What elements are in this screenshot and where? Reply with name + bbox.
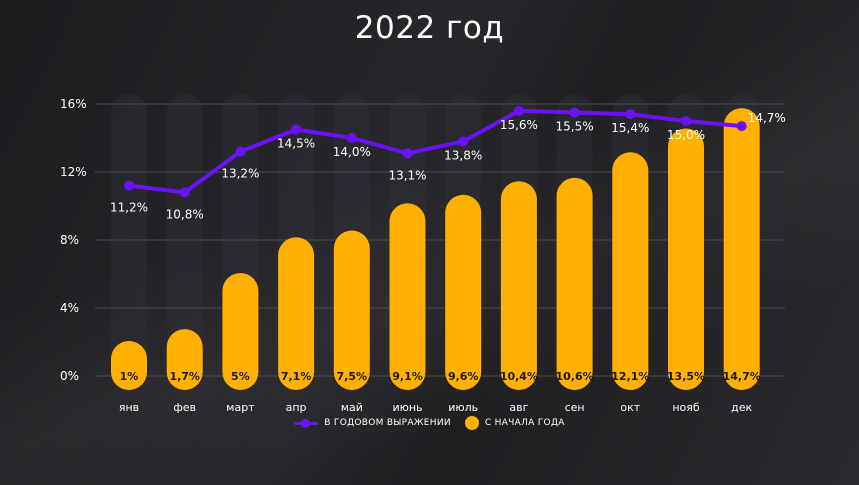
line-point-label: 15,4%	[611, 121, 649, 135]
x-tick-label: июль	[448, 401, 478, 414]
x-tick-label: март	[226, 401, 255, 414]
bar	[445, 194, 482, 390]
line-point-label: 15,6%	[500, 118, 538, 132]
y-tick-label: 0%	[60, 369, 79, 383]
bar-label: 1%	[120, 370, 139, 383]
bar-label: 9,1%	[392, 370, 423, 383]
line-point	[681, 116, 691, 126]
bar	[166, 329, 203, 390]
bar-label: 13,5%	[667, 370, 705, 383]
legend-label-ytd: С НАЧАЛА ГОДА	[484, 418, 565, 428]
bar-label: 7,5%	[337, 370, 368, 383]
line-point	[569, 107, 580, 118]
y-tick-label: 12%	[60, 165, 87, 179]
line-point	[235, 146, 246, 157]
column-track	[166, 94, 203, 388]
line-point	[346, 133, 357, 143]
line-point	[291, 124, 302, 135]
x-tick-label: апр	[286, 401, 307, 414]
chart-title: 2022 год	[354, 10, 505, 46]
line-point-label: 13,1%	[388, 168, 426, 182]
bar	[668, 128, 704, 390]
line-point	[402, 148, 413, 159]
legend-dot-marker	[464, 416, 479, 430]
y-tick-label: 16%	[60, 97, 87, 111]
x-tick-label: янв	[119, 401, 139, 414]
bar	[222, 273, 259, 390]
line-series-annual	[127, 108, 744, 195]
line-point-label: 15,5%	[556, 120, 594, 134]
bar-label: 10,4%	[500, 370, 538, 383]
line-point-label: 10,8%	[166, 207, 204, 221]
line-point-label: 14,0%	[333, 145, 371, 159]
line-point	[625, 109, 636, 120]
line-point	[458, 136, 469, 147]
bar	[556, 177, 593, 390]
bar	[333, 230, 370, 390]
x-tick-label: сен	[565, 401, 585, 414]
line-point	[736, 121, 747, 132]
line-point	[179, 187, 190, 198]
line-point	[124, 180, 134, 191]
x-tick-label: май	[341, 401, 363, 414]
bar	[389, 203, 426, 390]
x-tick-label: дек	[731, 401, 752, 414]
x-tick-label: окт	[620, 401, 640, 414]
bar	[111, 341, 147, 390]
y-tick-label: 4%	[60, 301, 79, 315]
x-tick-label: нояб	[672, 401, 700, 414]
bar-label: 5%	[231, 370, 250, 383]
bar-label: 12,1%	[611, 370, 649, 383]
y-tick-label: 8%	[60, 233, 79, 247]
legend-line-marker	[294, 418, 319, 428]
bar-label: 14,7%	[723, 370, 761, 383]
x-tick-label: фев	[173, 401, 196, 414]
line-point-label: 14,5%	[277, 137, 315, 151]
line-point-label: 14,7%	[748, 111, 786, 125]
legend-item-ytd: С НАЧАЛА ГОДА	[464, 416, 565, 430]
legend-item-annual: В ГОДОВОМ ВЫРАЖЕНИИ	[294, 418, 451, 428]
line-point-label: 15,0%	[667, 128, 705, 142]
bar	[612, 152, 649, 390]
bar-label: 9,6%	[448, 370, 479, 383]
x-tick-label: авг	[509, 401, 528, 414]
bar	[500, 181, 537, 390]
line-point-label: 11,2%	[110, 201, 148, 215]
bar	[723, 108, 760, 390]
legend: В ГОДОВОМ ВЫРАЖЕНИИ С НАЧАЛА ГОДА	[0, 416, 859, 430]
column-track	[111, 94, 147, 388]
x-tick-label: июнь	[392, 401, 422, 414]
bar-label: 7,1%	[281, 370, 312, 383]
bar-label: 10,6%	[556, 370, 594, 383]
bar	[278, 237, 315, 390]
line-point	[513, 105, 524, 116]
bar-label: 1,7%	[169, 370, 200, 383]
line-point-label: 13,8%	[444, 148, 482, 162]
legend-label-annual: В ГОДОВОМ ВЫРАЖЕНИИ	[324, 418, 451, 428]
line-point-label: 13,2%	[221, 167, 259, 181]
